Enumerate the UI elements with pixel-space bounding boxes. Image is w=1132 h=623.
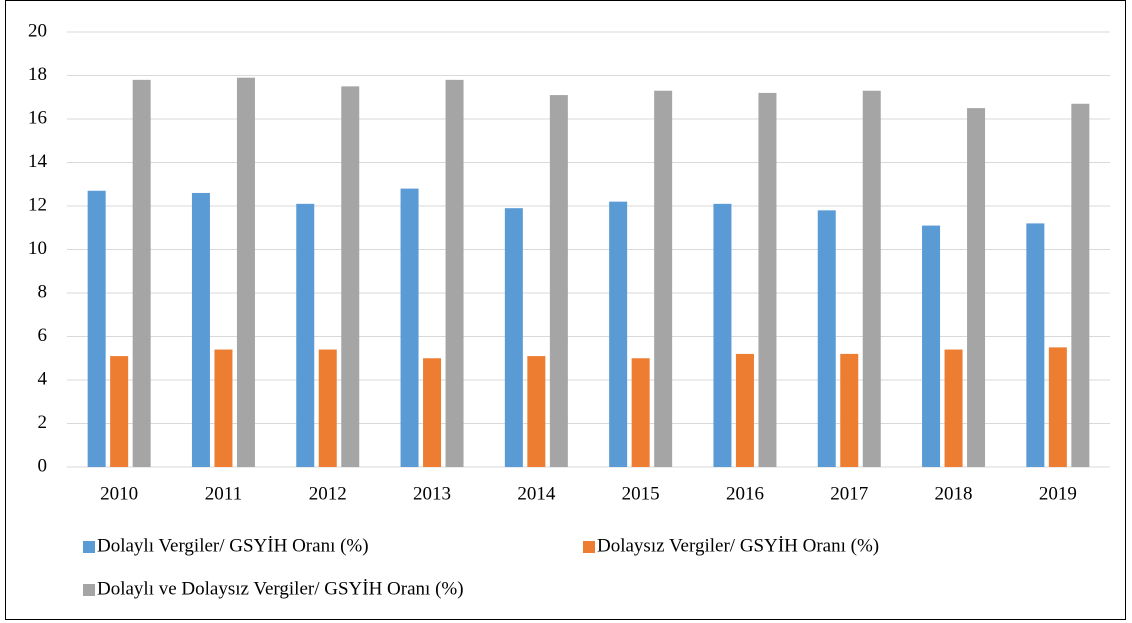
bar [191,192,210,467]
bar [423,358,442,467]
bar [631,358,650,467]
y-tick-label: 8 [38,281,48,302]
legend-label: Dolaylı ve Dolaysız Vergiler/ GSYİH Oran… [97,578,464,599]
y-tick-label: 14 [28,151,48,172]
y-tick-label: 6 [38,325,48,346]
bar [504,208,523,468]
y-tick-label: 16 [28,107,47,128]
legend-swatch [83,541,95,553]
bar [110,356,129,467]
bar [713,203,732,467]
bar [1071,103,1090,468]
bar [1048,347,1067,467]
y-tick-label: 2 [38,412,48,433]
y-tick-label: 12 [28,194,47,215]
bar [296,203,315,467]
x-tick-label: 2017 [830,483,868,504]
x-tick-label: 2016 [726,483,764,504]
y-tick-label: 4 [38,368,48,389]
bar [944,349,963,467]
x-tick-label: 2012 [309,483,347,504]
x-tick-label: 2019 [1039,483,1077,504]
bar [922,225,941,467]
y-tick-label: 0 [38,455,48,476]
x-tick-label: 2014 [517,483,556,504]
legend-swatch [583,541,595,553]
x-tick-label: 2015 [622,483,660,504]
x-tick-label: 2011 [205,483,242,504]
bar [132,79,151,467]
bar [654,90,673,467]
bar [214,349,233,467]
bar [967,108,986,467]
y-tick-label: 20 [28,20,47,41]
x-tick-label: 2013 [413,483,451,504]
bar [87,190,106,467]
bar [758,92,777,468]
bar [735,353,754,467]
bar [1026,223,1045,467]
bar [236,77,255,468]
y-tick-label: 10 [28,238,47,259]
bar [400,188,419,467]
x-tick-label: 2010 [100,483,138,504]
legend-label: Dolaylı Vergiler/ GSYİH Oranı (%) [97,535,369,556]
bar [318,349,337,467]
bar [609,201,628,467]
bar [341,86,360,467]
bar [445,79,464,467]
y-tick-label: 18 [28,64,47,85]
bar [549,95,568,467]
legend-swatch [83,584,95,596]
bar [527,356,546,467]
legend-label: Dolaysız Vergiler/ GSYİH Oranı (%) [597,535,879,556]
bar [817,210,836,467]
x-tick-label: 2018 [935,483,973,504]
bar [862,90,881,467]
bar [840,353,859,467]
